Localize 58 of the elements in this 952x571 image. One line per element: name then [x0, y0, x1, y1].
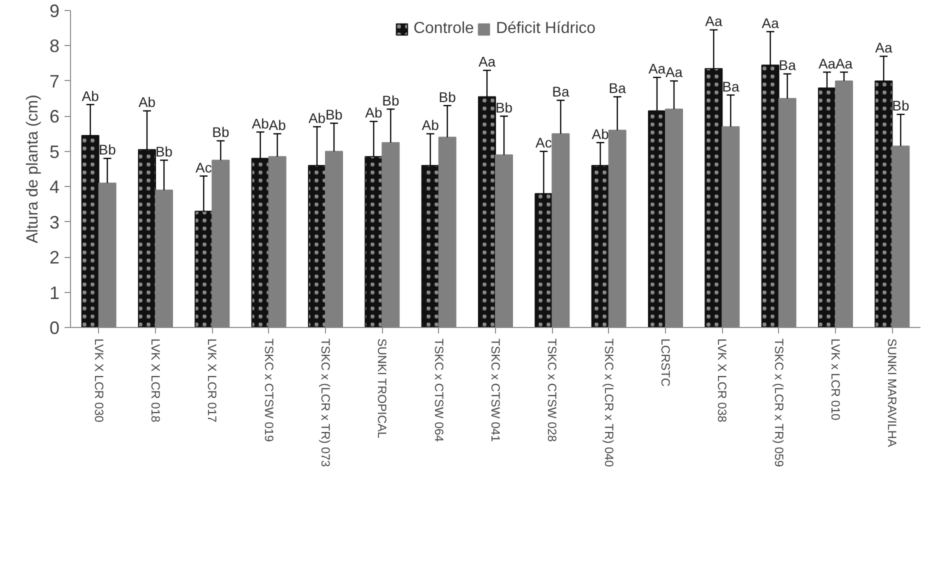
x-tick-label: SUNKI MARAVILHA: [885, 338, 900, 447]
data-label: Aa: [818, 55, 836, 72]
y-tick-label: 0: [49, 318, 60, 338]
y-tick-label: 1: [49, 282, 60, 303]
data-label: Ab: [82, 88, 100, 104]
x-tick-label: TSKC x (LCR x TR) 040: [602, 338, 616, 468]
x-tick-label: LVK X LCR 018: [148, 338, 162, 423]
y-tick-label: 8: [49, 36, 60, 56]
legend-label: Controle: [413, 20, 474, 38]
data-label: Aa: [875, 40, 892, 56]
data-label: Aa: [835, 55, 853, 72]
data-label: Ab: [308, 110, 326, 126]
data-label: Bb: [382, 92, 400, 108]
y-tick-label: 5: [49, 142, 60, 162]
data-label: Ab: [422, 117, 440, 134]
data-label: Ab: [138, 94, 156, 110]
data-label: Bb: [155, 143, 173, 160]
data-label: Bb: [98, 142, 116, 158]
y-axis-title: Altura de planta (cm): [24, 94, 42, 244]
x-tick-label: TSKC x CTSW 019: [262, 338, 276, 442]
x-tick-label: TSKC x (LCR x TR) 073: [318, 338, 332, 468]
data-label: Aa: [705, 13, 722, 30]
x-tick-label: TSKC x CTSW 041: [488, 338, 502, 442]
x-tick-label: SUNKI TROPICAL: [375, 338, 390, 439]
data-label: Ab: [365, 104, 382, 121]
data-label: Ab: [592, 126, 610, 142]
x-tick-label: LVK X LCR 038: [715, 338, 730, 423]
y-tick-label: 9: [49, 1, 60, 21]
data-label: Bb: [438, 88, 456, 105]
data-label: Ba: [608, 80, 626, 96]
data-label: Bb: [212, 124, 230, 140]
legend-label: Déficit Hídrico: [496, 20, 596, 38]
x-tick-label: TSKC x CTSW 064: [432, 338, 446, 442]
x-tick-label: LVK X LCR 030: [92, 338, 106, 423]
data-label: Ba: [778, 57, 796, 74]
y-tick-label: 6: [49, 106, 60, 127]
data-label: Bb: [495, 99, 513, 116]
x-tick-label: LVK X LCR 017: [205, 338, 220, 423]
y-tick-label: 3: [49, 212, 60, 232]
y-tick-label: 7: [49, 71, 60, 92]
data-label: Ab: [268, 117, 286, 134]
data-label: Ba: [552, 84, 570, 100]
data-label: Bb: [892, 98, 910, 114]
data-label: Ac: [536, 134, 552, 151]
data-label: Aa: [648, 60, 666, 77]
x-tick-label: TSKC x CTSW 028: [545, 338, 560, 442]
data-label: Bb: [325, 106, 343, 123]
x-tick-label: LVK x LCR 010: [828, 338, 842, 421]
y-tick-label: 4: [49, 177, 60, 198]
data-label: Ba: [722, 78, 740, 94]
data-label: Aa: [478, 54, 496, 70]
data-label: Aa: [665, 64, 683, 80]
data-label: Ab: [252, 115, 270, 132]
data-label: Aa: [762, 14, 780, 31]
y-tick-label: 2: [49, 248, 60, 268]
x-tick-label: LCRSTC: [658, 338, 672, 387]
x-tick-label: TSKC x (LCR x TR) 059: [772, 338, 786, 468]
data-label: Ac: [196, 159, 212, 176]
